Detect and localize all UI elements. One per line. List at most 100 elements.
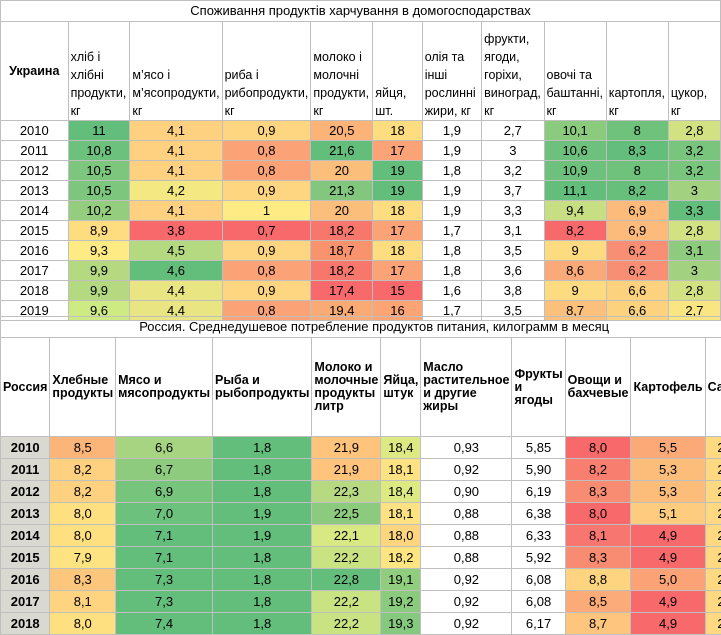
ukraine-column-header: олія та інші рослинні жири, кг (422, 22, 481, 121)
ukraine-value-cell: 17 (373, 221, 422, 241)
ukraine-value-cell: 9,3 (68, 241, 130, 261)
ukraine-year-cell: 2014 (1, 201, 69, 221)
russia-value-cell: 2,6 (705, 481, 721, 503)
russia-value-cell: 1,8 (213, 613, 312, 635)
russia-value-cell: 5,90 (512, 459, 565, 481)
ukraine-value-cell: 3,3 (482, 201, 544, 221)
ukraine-value-cell: 1,9 (422, 141, 481, 161)
ukraine-value-cell: 4,1 (130, 201, 222, 221)
ukraine-value-cell: 17 (373, 141, 422, 161)
ukraine-column-header: цукор, кг (668, 22, 720, 121)
russia-value-cell: 1,8 (213, 591, 312, 613)
russia-value-cell: 4,9 (631, 525, 705, 547)
russia-value-cell: 0,92 (421, 613, 512, 635)
russia-value-cell: 22,5 (312, 503, 381, 525)
russia-column-header: Фрукты и ягоды (512, 338, 565, 437)
russia-value-cell: 6,38 (512, 503, 565, 525)
ukraine-value-cell: 18,2 (311, 261, 373, 281)
russia-value-cell: 0,93 (421, 437, 512, 459)
ukraine-value-cell: 1,8 (422, 241, 481, 261)
ukraine-value-cell: 4,2 (130, 181, 222, 201)
ukraine-value-cell: 20,5 (311, 121, 373, 141)
ukraine-value-cell: 4,4 (130, 281, 222, 301)
russia-column-header: Молоко и молочные продукты литр (312, 338, 381, 437)
ukraine-value-cell: 3,1 (668, 241, 720, 261)
russia-value-cell: 7,4 (116, 613, 213, 635)
ukraine-value-cell: 0,9 (222, 121, 311, 141)
ukraine-value-cell: 8,2 (606, 181, 668, 201)
ukraine-value-cell: 3,1 (482, 221, 544, 241)
russia-value-cell: 19,1 (381, 569, 421, 591)
russia-value-cell: 22,3 (312, 481, 381, 503)
russia-value-cell: 6,9 (116, 481, 213, 503)
ukraine-value-cell: 4,5 (130, 241, 222, 261)
russia-value-cell: 18,4 (381, 437, 421, 459)
russia-value-cell: 8,0 (50, 525, 116, 547)
russia-value-cell: 2,7 (705, 437, 721, 459)
ukraine-value-cell: 6,2 (606, 261, 668, 281)
russia-value-cell: 6,17 (512, 613, 565, 635)
russia-value-cell: 6,6 (116, 437, 213, 459)
ukraine-value-cell: 2,8 (668, 281, 720, 301)
russia-value-cell: 5,1 (631, 503, 705, 525)
russia-value-cell: 8,8 (565, 569, 631, 591)
ukraine-value-cell: 19 (373, 161, 422, 181)
ukraine-value-cell: 8 (606, 161, 668, 181)
ukraine-value-cell: 10,1 (544, 121, 606, 141)
russia-value-cell: 7,1 (116, 547, 213, 569)
ukraine-value-cell: 0,8 (222, 261, 311, 281)
russia-column-header: Овощи и бахчевые (565, 338, 631, 437)
russia-value-cell: 0,92 (421, 569, 512, 591)
russia-value-cell: 6,33 (512, 525, 565, 547)
russia-value-cell: 2,6 (705, 503, 721, 525)
russia-value-cell: 8,2 (50, 459, 116, 481)
russia-value-cell: 8,3 (565, 481, 631, 503)
russia-value-cell: 8,5 (565, 591, 631, 613)
ukraine-column-header: картопля, кг (606, 22, 668, 121)
ukraine-value-cell: 3,6 (482, 261, 544, 281)
ukraine-value-cell: 0,9 (222, 181, 311, 201)
ukraine-value-cell: 3,7 (482, 181, 544, 201)
russia-year-cell: 2012 (1, 481, 50, 503)
ukraine-country-header: Украина (1, 22, 69, 121)
russia-value-cell: 8,0 (50, 613, 116, 635)
ukraine-value-cell: 18 (373, 201, 422, 221)
russia-value-cell: 7,0 (116, 503, 213, 525)
russia-value-cell: 1,8 (213, 547, 312, 569)
russia-value-cell: 5,92 (512, 547, 565, 569)
russia-value-cell: 7,3 (116, 591, 213, 613)
russia-value-cell: 8,5 (50, 437, 116, 459)
ukraine-value-cell: 17,4 (311, 281, 373, 301)
russia-value-cell: 22,1 (312, 525, 381, 547)
russia-year-cell: 2014 (1, 525, 50, 547)
ukraine-value-cell: 8 (606, 121, 668, 141)
ukraine-year-cell: 2018 (1, 281, 69, 301)
russia-value-cell: 21,9 (312, 459, 381, 481)
ukraine-value-cell: 8,2 (544, 221, 606, 241)
russia-value-cell: 8,2 (565, 459, 631, 481)
russia-value-cell: 6,19 (512, 481, 565, 503)
ukraine-value-cell: 4,6 (130, 261, 222, 281)
russia-value-cell: 0,88 (421, 503, 512, 525)
ukraine-value-cell: 4,1 (130, 141, 222, 161)
ukraine-value-cell: 8,3 (606, 141, 668, 161)
russia-column-header: Рыба и рыбопродукты (213, 338, 312, 437)
ukraine-year-cell: 2011 (1, 141, 69, 161)
russia-value-cell: 0,90 (421, 481, 512, 503)
ukraine-year-cell: 2015 (1, 221, 69, 241)
russia-value-cell: 5,3 (631, 459, 705, 481)
ukraine-value-cell: 15 (373, 281, 422, 301)
russia-value-cell: 6,08 (512, 591, 565, 613)
ukraine-value-cell: 1,9 (422, 181, 481, 201)
russia-value-cell: 4,9 (631, 547, 705, 569)
ukraine-year-cell: 2010 (1, 121, 69, 141)
ukraine-value-cell: 0,8 (222, 161, 311, 181)
russia-value-cell: 18,1 (381, 503, 421, 525)
